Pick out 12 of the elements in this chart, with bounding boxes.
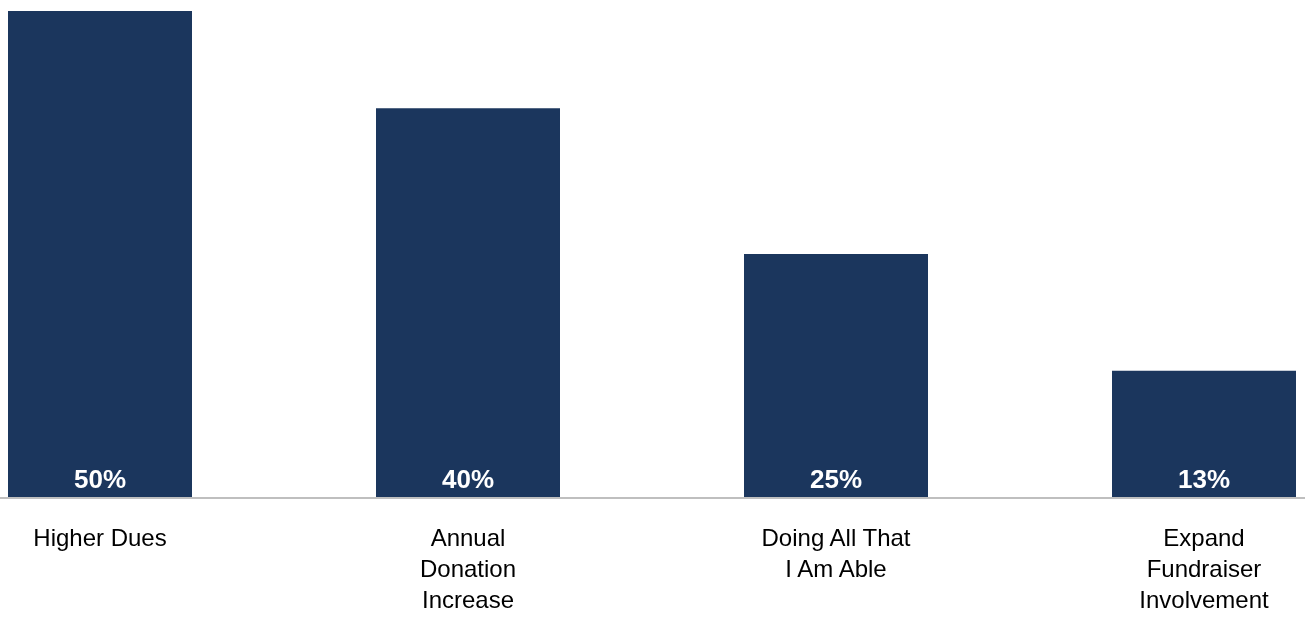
x-tick-label: Annual Donation Increase — [419, 523, 517, 613]
data-label: 25% — [809, 464, 863, 494]
x-tick-label: Expand Fundraiser Involvement — [1139, 523, 1270, 613]
x-tick-label: Higher Dues — [33, 523, 167, 551]
x-tick-label: Doing All That I Am Able — [761, 523, 911, 582]
data-label: 40% — [441, 464, 495, 494]
bar — [8, 11, 192, 497]
data-label: 50% — [73, 464, 127, 494]
bar — [744, 254, 928, 497]
data-label: 13% — [1177, 464, 1231, 494]
bar — [1112, 370, 1296, 497]
bar — [376, 108, 560, 497]
